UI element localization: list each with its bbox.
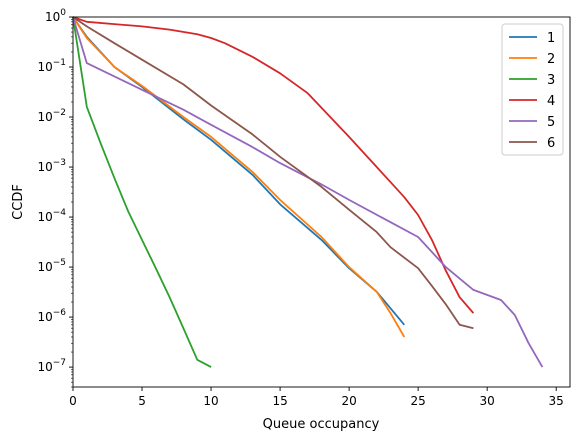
legend-label-2: 2	[547, 52, 555, 67]
x-tick-label: 15	[272, 394, 287, 408]
x-tick-label: 10	[203, 394, 218, 408]
legend-label-6: 6	[547, 136, 555, 151]
y-tick-label: 10−1	[37, 58, 66, 74]
x-axis-label: Queue occupancy	[263, 417, 380, 432]
legend-frame	[501, 23, 564, 156]
legend-label-5: 5	[547, 115, 555, 130]
y-axis-label: CCDF	[11, 184, 26, 220]
y-tick-label: 10−5	[37, 258, 66, 274]
y-tick-label: 10−3	[37, 158, 66, 174]
x-tick-label: 5	[138, 394, 146, 408]
x-tick-label: 0	[69, 394, 77, 408]
series-lines	[72, 16, 544, 368]
x-tick-label: 20	[341, 394, 356, 408]
legend-label-4: 4	[547, 94, 555, 109]
series-line-4	[72, 16, 475, 314]
series-line-5	[72, 16, 544, 368]
y-tick-label: 10−4	[37, 208, 66, 224]
y-tick-label: 10−2	[37, 108, 66, 124]
x-axis: 0 5 10 15 20 25 30 35	[69, 387, 564, 408]
x-tick-label: 35	[549, 394, 564, 408]
series-line-6	[72, 16, 474, 330]
series-line-3	[72, 16, 212, 368]
series-line-2	[72, 16, 406, 338]
y-tick-label: 10−7	[37, 358, 66, 374]
legend-label-3: 3	[547, 73, 555, 88]
y-tick-label: 100	[45, 8, 66, 24]
legend: 1 2 3 4 5 6	[501, 23, 564, 156]
x-tick-label: 30	[480, 394, 495, 408]
x-tick-label: 25	[410, 394, 425, 408]
y-axis: 10−7 10−6 10−5 10−4 10−3 10−2 10−1 100	[37, 8, 73, 388]
legend-label-1: 1	[547, 31, 555, 46]
y-tick-label: 10−6	[37, 308, 66, 324]
